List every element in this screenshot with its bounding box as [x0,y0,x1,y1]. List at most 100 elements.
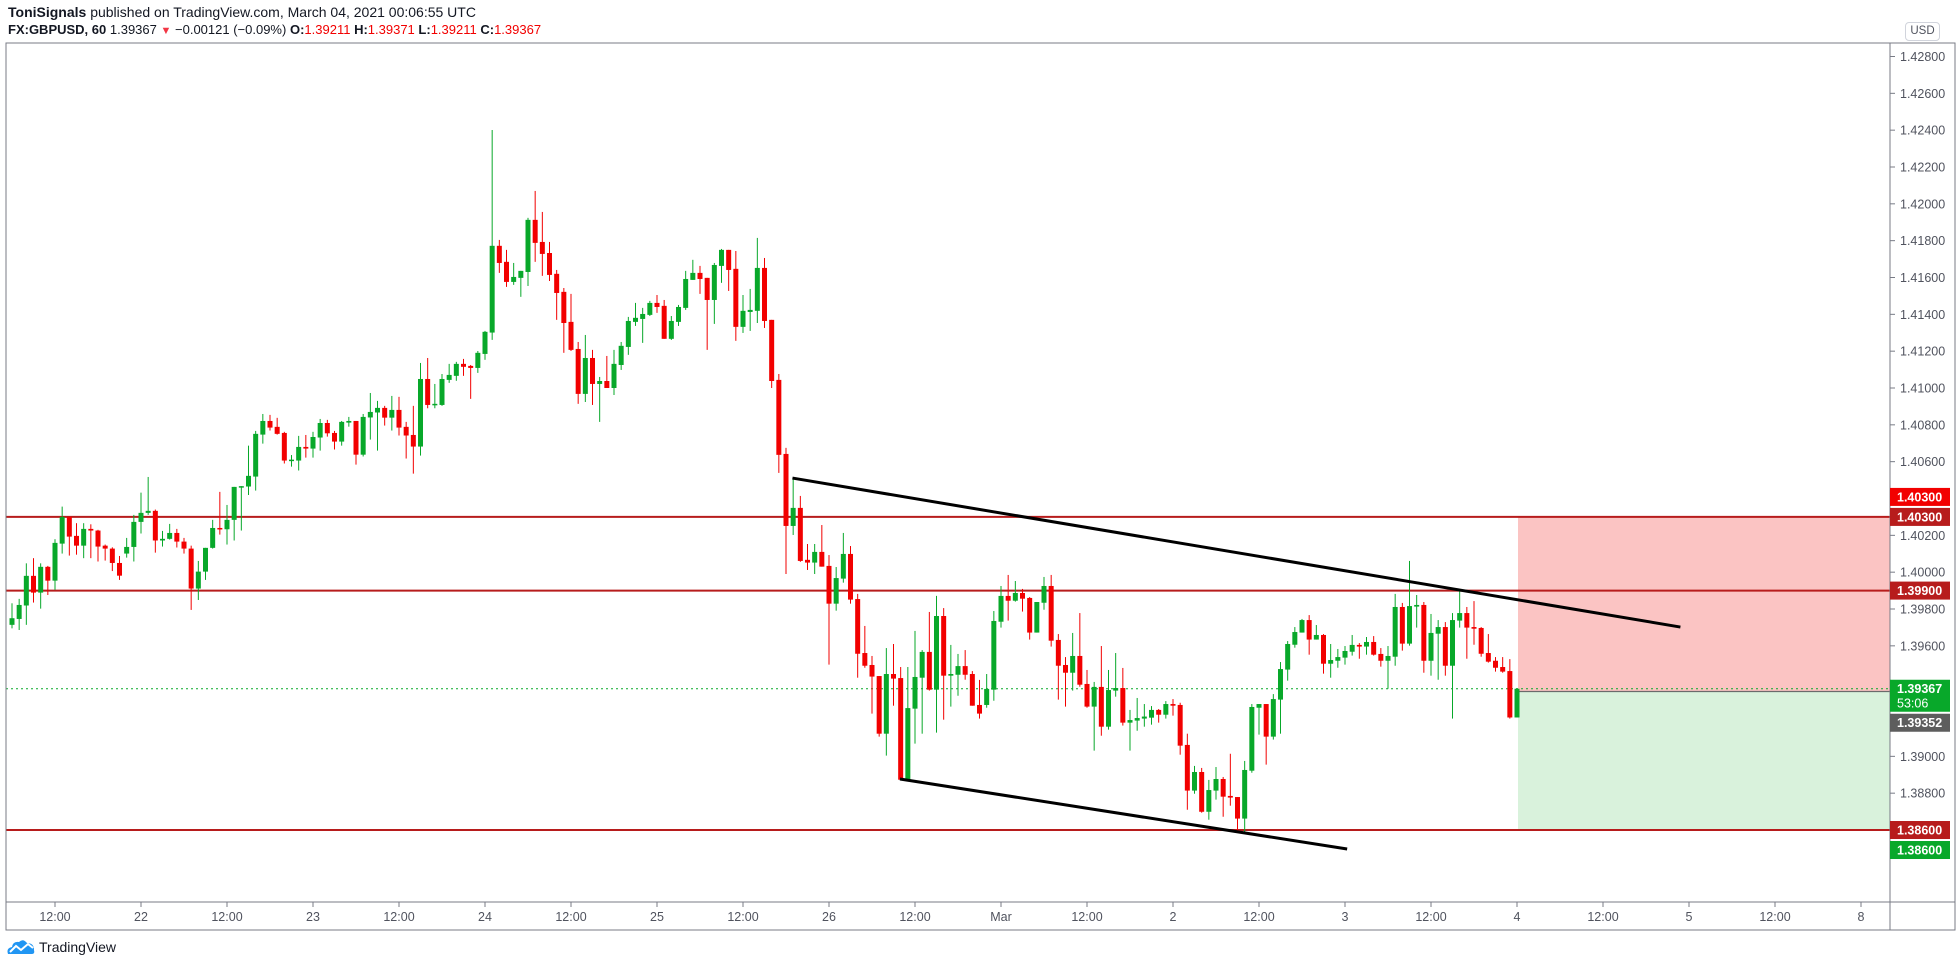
candle [1149,706,1155,725]
candle-body [1485,653,1491,662]
candle [754,237,760,323]
time-tick-label: 3 [1342,910,1349,924]
candle [1170,699,1176,716]
candle-body [1435,627,1441,634]
stop-loss-zone[interactable] [1518,516,1890,692]
candle-body [812,551,818,563]
candle [210,519,216,549]
candle [840,532,846,583]
candle [1478,627,1484,657]
candle-body [152,510,158,541]
candle-body [332,432,338,442]
open-value: 1.39211 [304,22,351,37]
price-tick-label: 1.41400 [1900,308,1945,322]
candle-body [640,313,646,319]
low-label: L: [418,22,431,37]
candle [625,316,631,355]
time-tick-label: 4 [1514,910,1521,924]
candle-body [568,321,574,350]
candle-body [23,575,29,606]
upper-channel-line[interactable] [792,476,1681,629]
publish-text: published on TradingView.com, March 04, … [86,4,476,20]
candle-body [145,510,151,513]
candle-body [353,420,359,455]
candle-body [948,674,954,676]
chart-frame [5,42,1956,931]
candle-body [826,565,832,604]
candle [1457,588,1463,628]
candle-body [1156,709,1162,715]
candle-body [955,666,961,675]
target-price-label-box [1890,841,1950,860]
candle [1192,765,1198,794]
take-profit-zone[interactable] [1518,691,1890,831]
price-change: −0.00121 (−0.09%) [175,22,287,37]
time-tick-label: 22 [134,910,148,924]
candle-body [45,566,51,581]
lower-channel-line[interactable] [899,777,1348,851]
candle [582,334,588,402]
price-tick-label: 1.40000 [1900,566,1945,580]
candle [1070,632,1076,691]
time-tick-label: 12:00 [1415,910,1446,924]
price-tick-label: 1.38800 [1900,787,1945,801]
candle [833,567,839,611]
time-tick-label: 12:00 [1243,910,1274,924]
candle-body [95,530,101,547]
candle [726,249,732,291]
candle [518,270,524,297]
candle [1270,694,1276,740]
candle-body [88,528,94,531]
candle-body [1163,704,1169,715]
candle [984,674,990,708]
candle [883,648,889,756]
candle-body [102,545,108,549]
candle-body [647,302,653,315]
currency-button[interactable]: USD [1905,22,1940,41]
candle-body [1048,585,1054,641]
time-tick-label: 5 [1686,910,1693,924]
candle-body [1299,620,1305,633]
candle [289,455,295,467]
candle [496,239,502,273]
candle [1055,634,1061,700]
candle [1141,704,1147,727]
candle-body [1385,655,1391,661]
candle-body [1292,632,1298,645]
candle [604,355,610,388]
candle [1493,657,1499,672]
candle [360,413,366,457]
candle [740,294,746,333]
candle-body [310,436,316,449]
candle [1027,597,1033,640]
candle-body [1020,592,1026,599]
candle-body [733,268,739,327]
candle-body [1328,660,1334,664]
candle [1220,776,1226,817]
candle-body [1414,604,1420,607]
candle [797,495,803,562]
candle [504,249,510,287]
candle [303,434,309,458]
candle [690,259,696,280]
candle-body [855,599,861,654]
price-tick-label: 1.42200 [1900,160,1945,174]
candle-body [375,407,381,413]
candle [1464,606,1470,659]
candle [568,293,574,351]
candle [1134,697,1140,731]
candle [948,644,954,707]
candle [547,241,553,281]
candle-body [1392,606,1398,657]
publish-info: ToniSignals published on TradingView.com… [8,4,476,20]
candle [468,364,474,399]
candle-body [962,666,968,675]
tradingview-cloud-icon [7,940,35,954]
candle [1020,588,1026,612]
candle-body [160,538,166,541]
candle-body [296,446,302,461]
candle-body [1027,597,1033,633]
candle-body [1514,688,1520,718]
candle [819,525,825,567]
